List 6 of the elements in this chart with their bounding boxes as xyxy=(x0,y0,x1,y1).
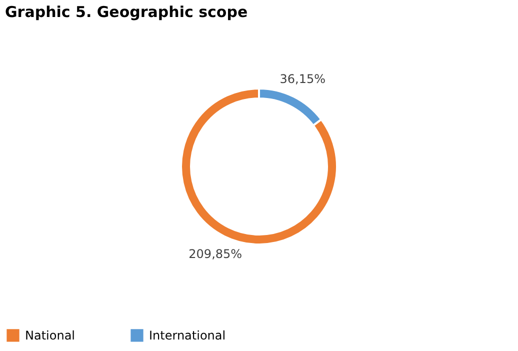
data-label: 209,85% xyxy=(188,247,242,262)
legend-label: National xyxy=(25,328,76,342)
donut-slice xyxy=(180,88,338,246)
data-label: 36,15% xyxy=(280,72,326,86)
chart-title: Graphic 5. Geographic scope xyxy=(5,3,248,21)
legend-label: International xyxy=(149,328,226,342)
